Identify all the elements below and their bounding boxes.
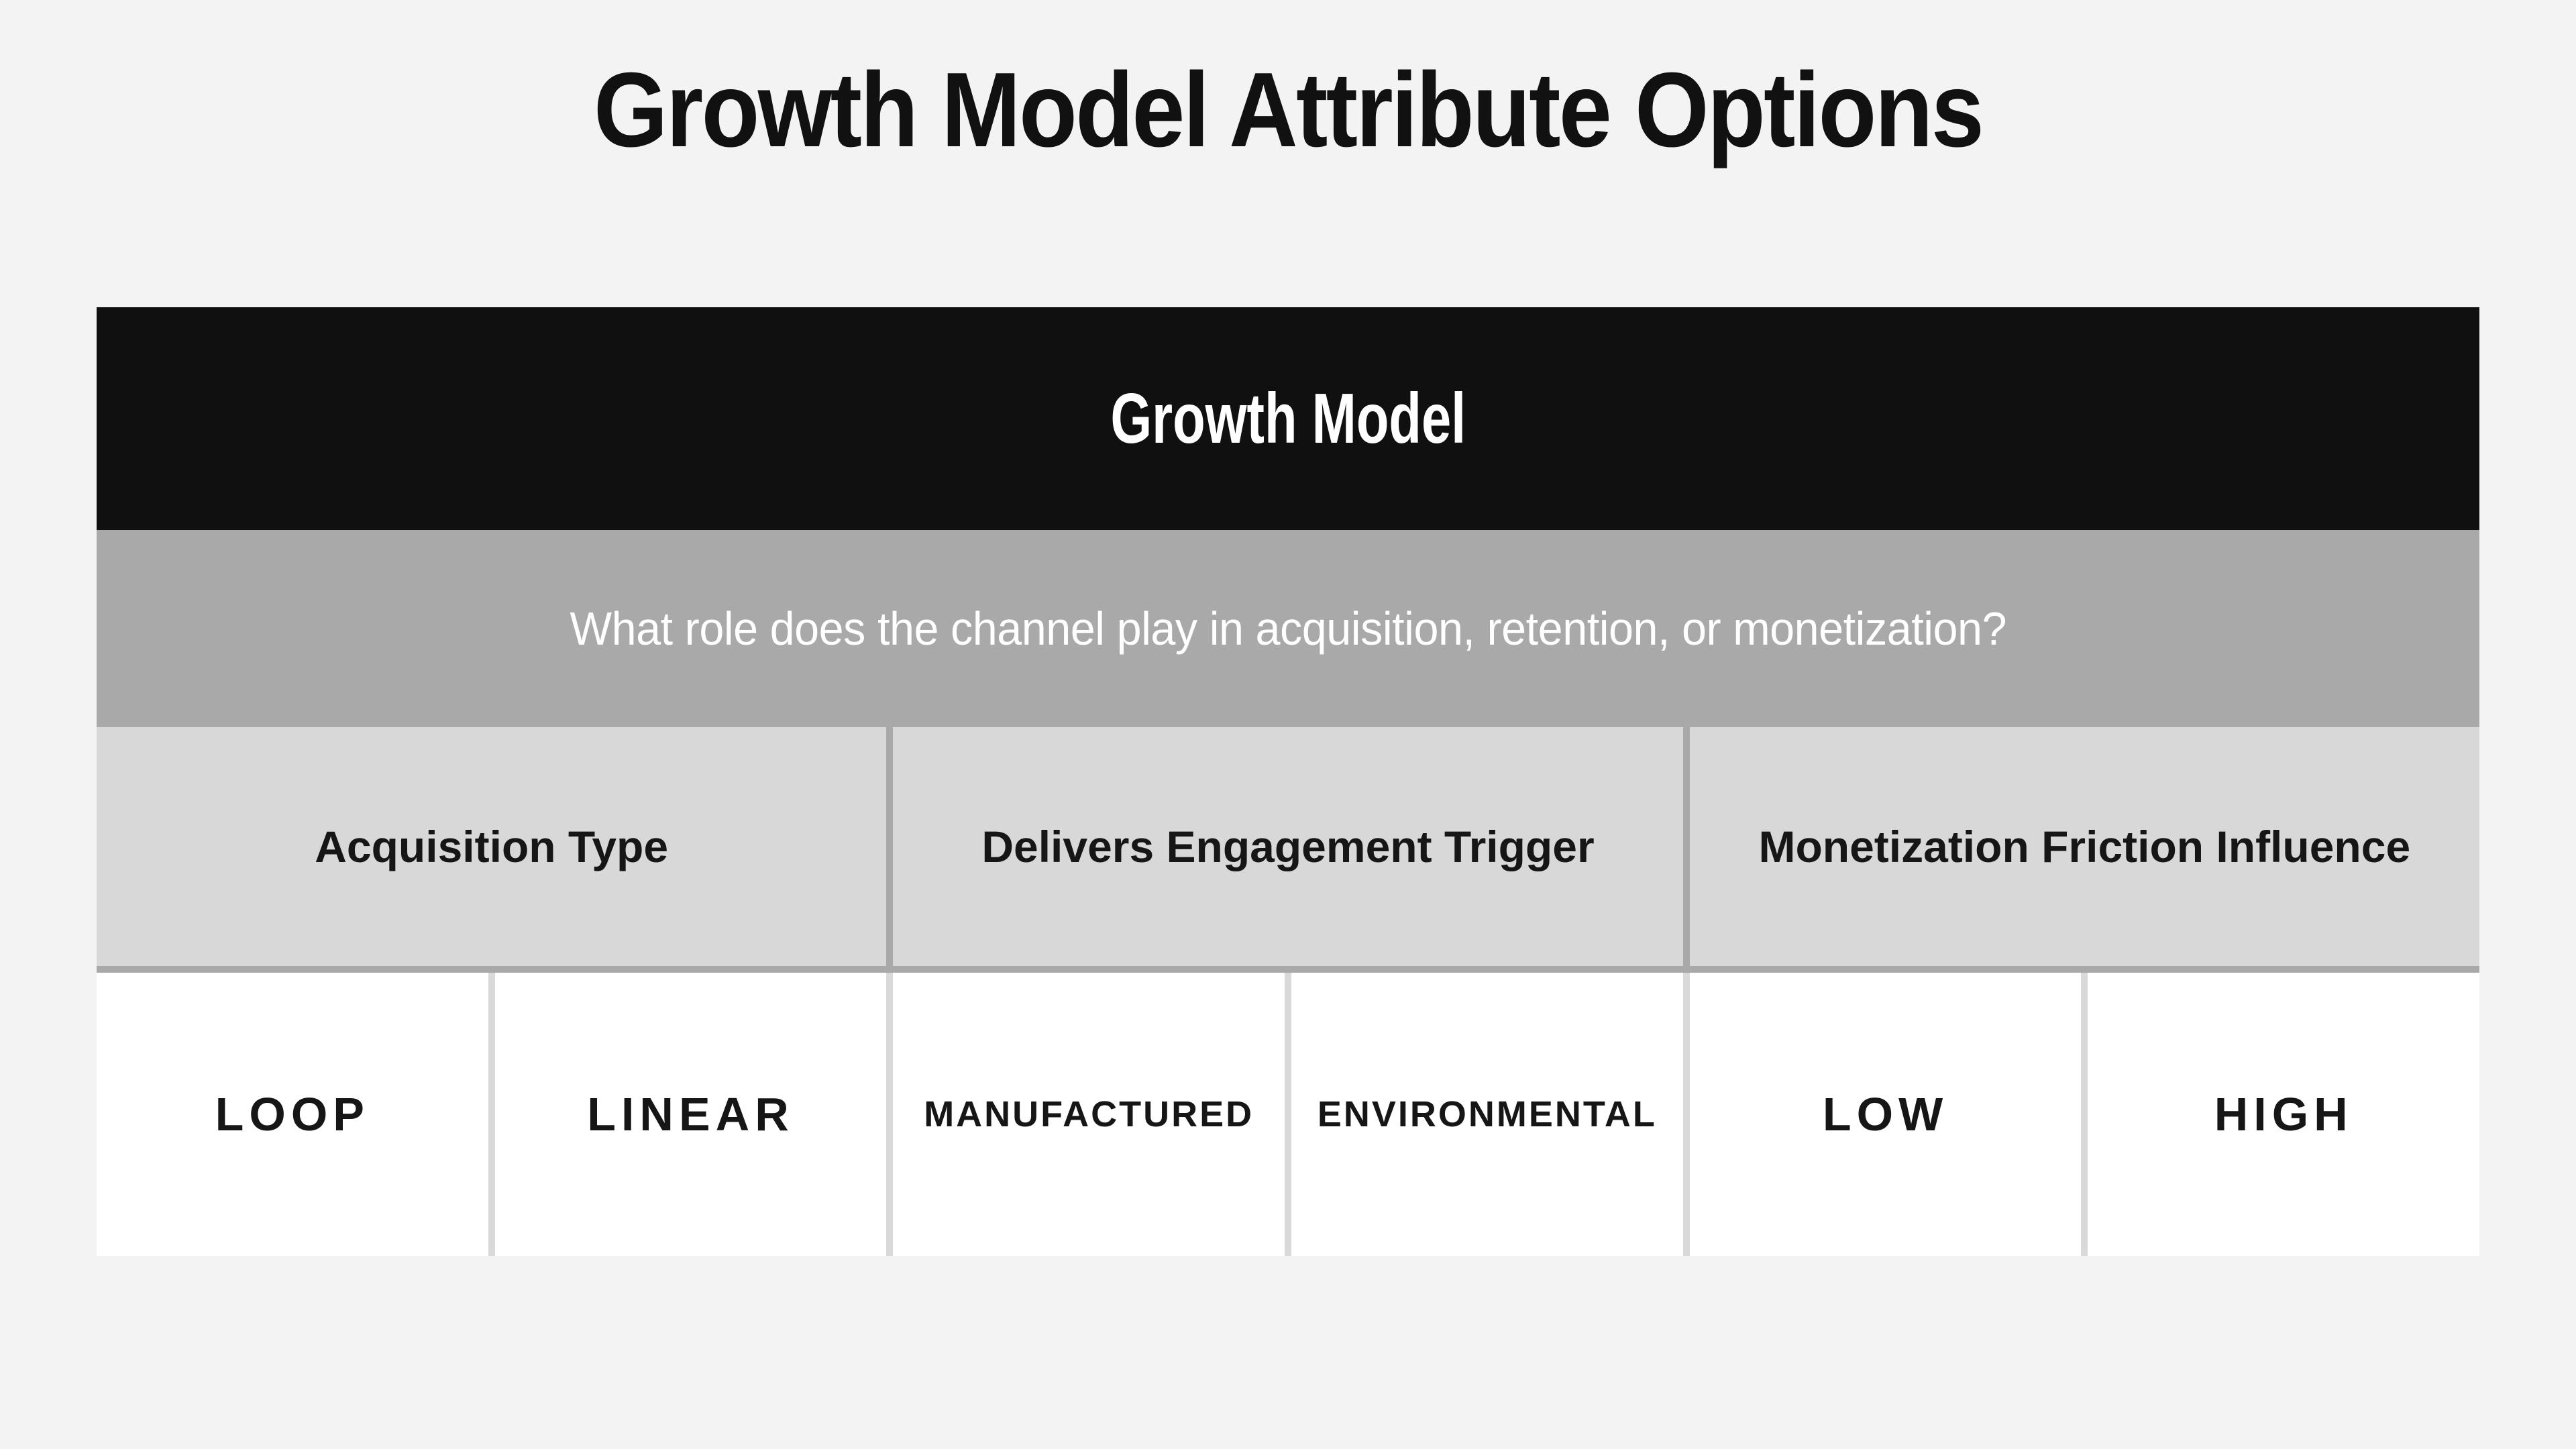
page-title-text: Growth Model Attribute Options [593, 51, 1984, 169]
option-cell-low: LOW [1689, 973, 2082, 1256]
option-cell-manufactured: MANUFACTURED [893, 973, 1285, 1256]
growth-model-table: Growth Model What role does the channel … [97, 307, 2480, 1256]
attribute-header-monetization-friction-influence: Monetization Friction Influence [1689, 727, 2479, 966]
option-cell-high: HIGH [2088, 973, 2480, 1256]
option-cell-environmental: ENVIRONMENTAL [1291, 973, 1683, 1256]
attribute-header-delivers-engagement-trigger: Delivers Engagement Trigger [893, 727, 1683, 966]
attribute-options-row: LOOP LINEAR MANUFACTURED ENVIRONMENTAL L… [97, 973, 2480, 1256]
table-question-text: What role does the channel play in acqui… [570, 602, 2006, 655]
table-title-bar: Growth Model [97, 307, 2479, 530]
page-title: Growth Model Attribute Options [0, 52, 2576, 169]
table-question-bar: What role does the channel play in acqui… [97, 530, 2479, 727]
attribute-header-row: Acquisition Type Delivers Engagement Tri… [97, 727, 2479, 973]
option-cell-linear: LINEAR [494, 973, 887, 1256]
option-cell-loop: LOOP [97, 973, 488, 1256]
attribute-header-acquisition-type: Acquisition Type [97, 727, 887, 966]
table-title-text: Growth Model [1110, 378, 1466, 458]
